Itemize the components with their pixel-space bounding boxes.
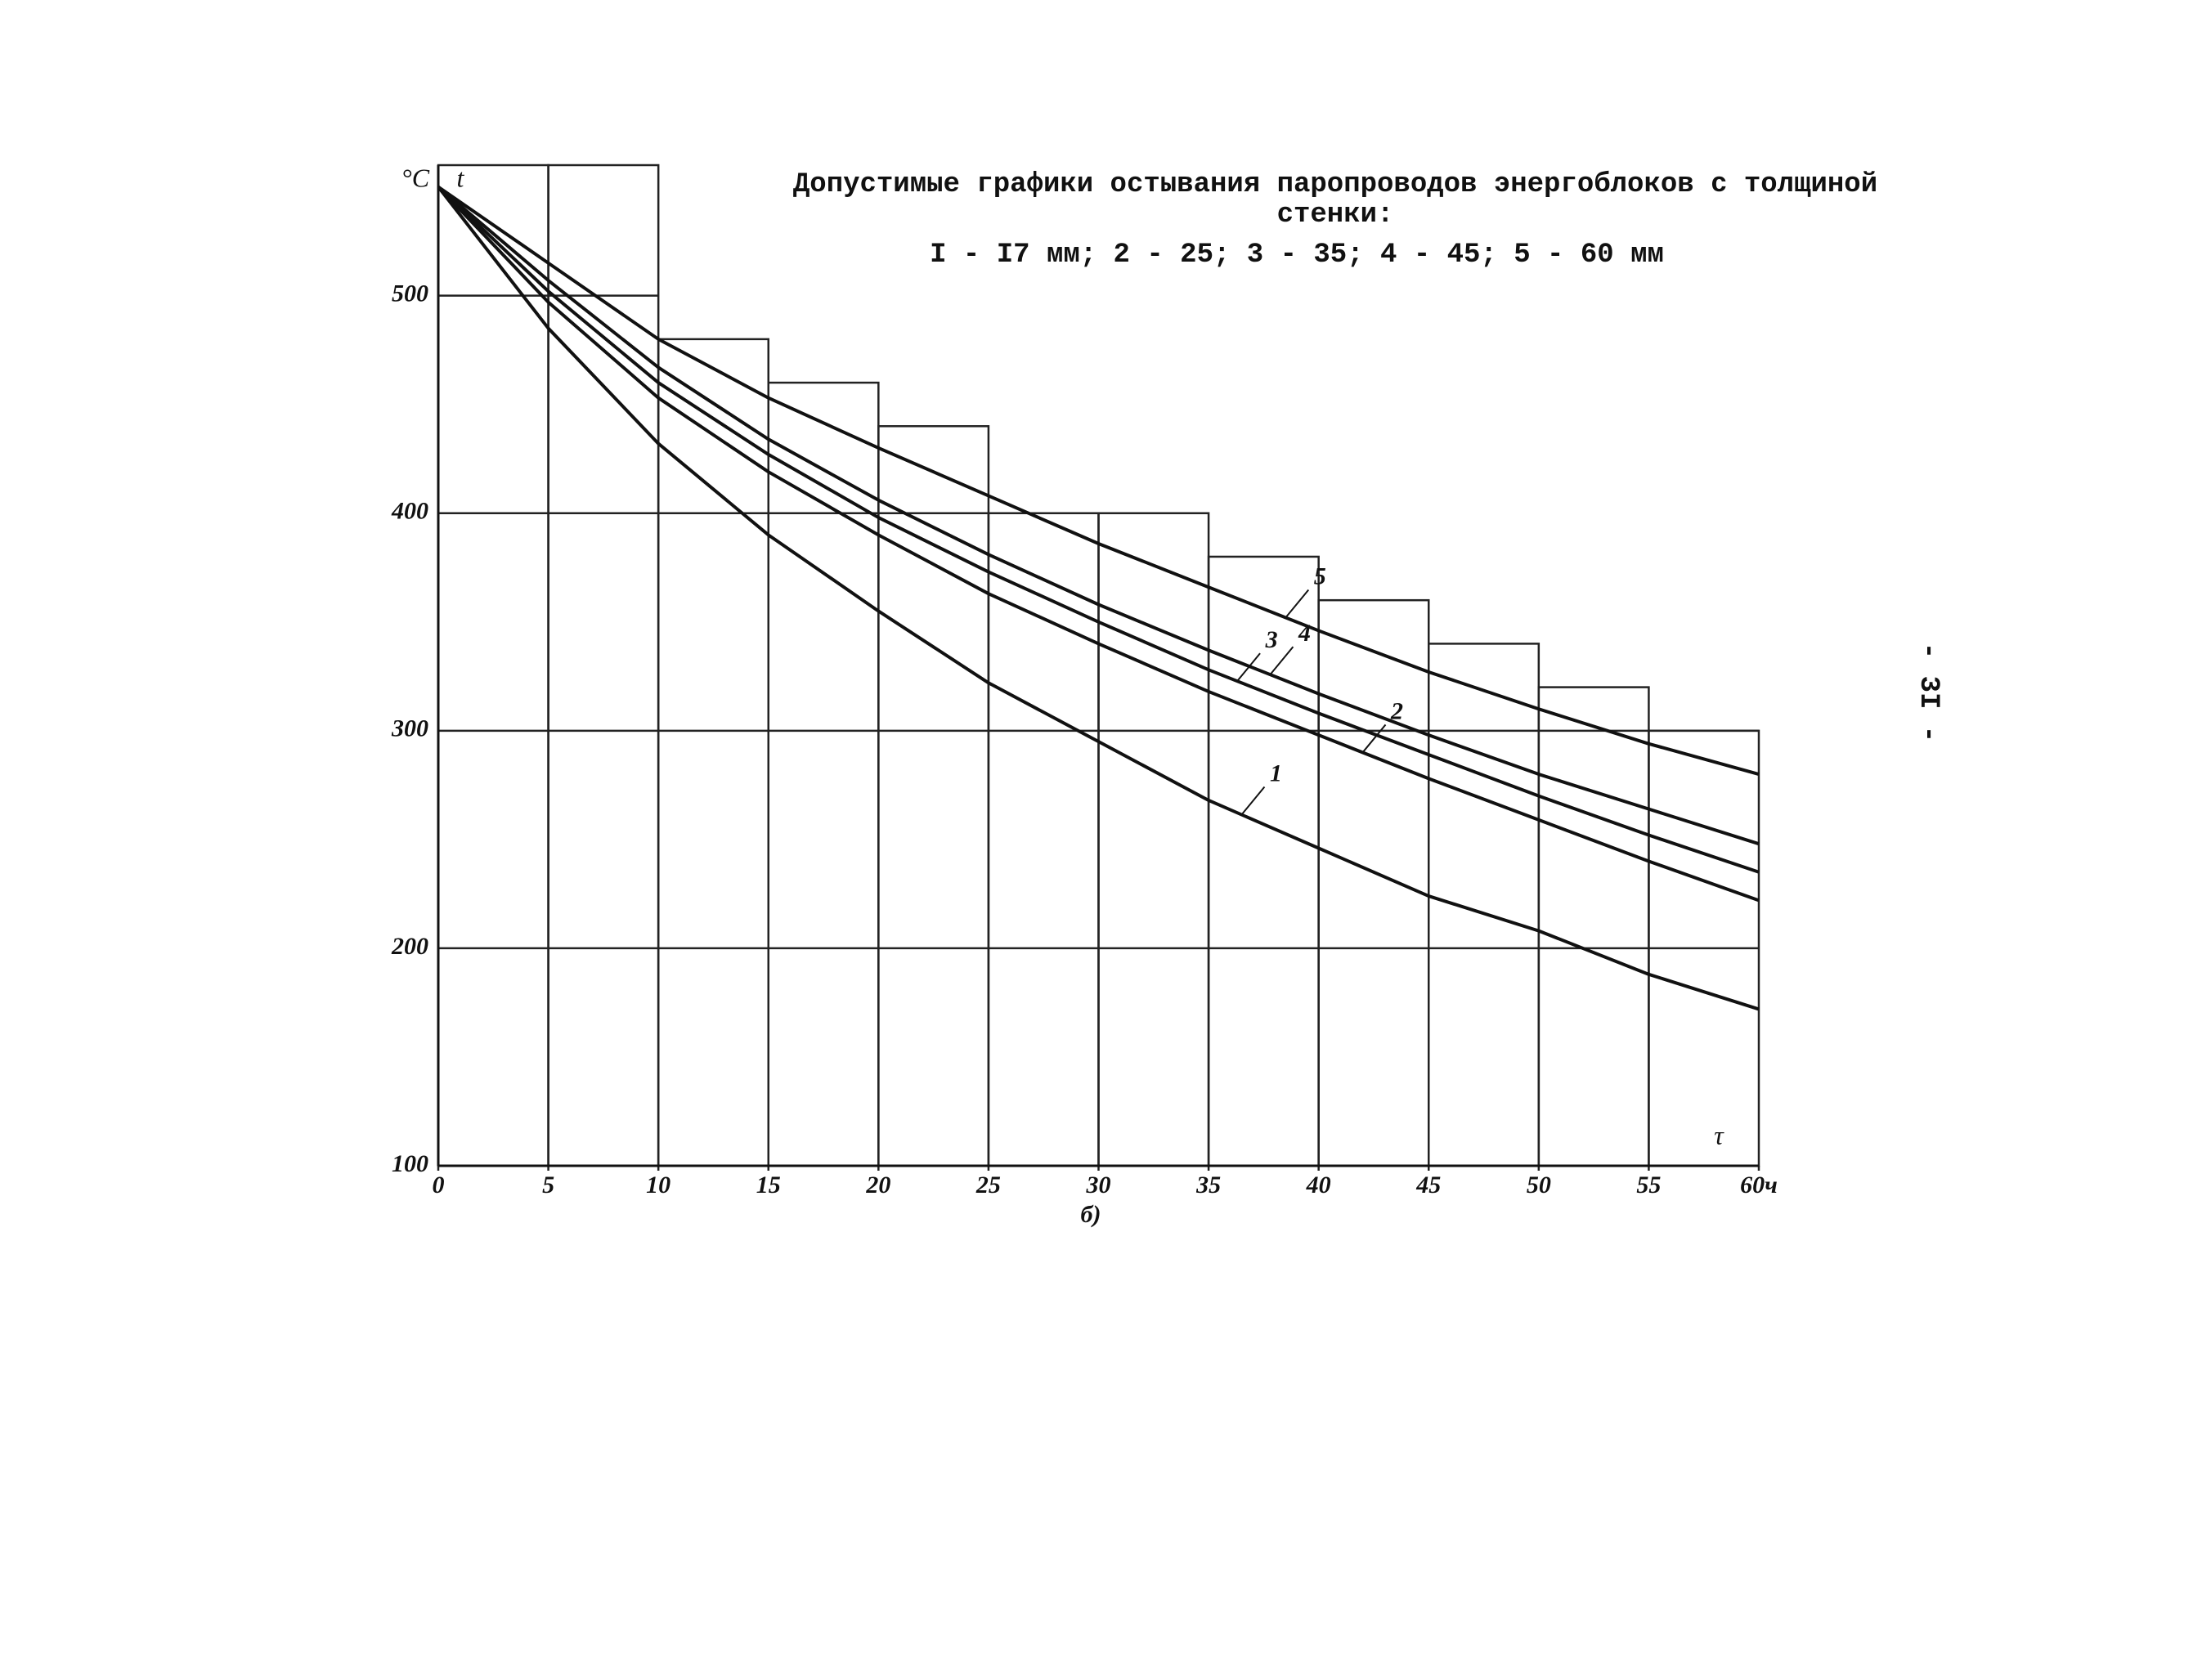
limit-step <box>987 512 1100 1167</box>
x-axis-label: τ <box>1714 1120 1724 1149</box>
label-leader <box>1240 786 1266 816</box>
x-tick-label: 30 <box>1086 1172 1111 1198</box>
x-tick-label: 5 <box>542 1172 554 1198</box>
y-tick-label: 300 <box>391 715 428 742</box>
x-tick-label: 0 <box>433 1172 445 1198</box>
x-tick-label: 60ч <box>1740 1172 1778 1198</box>
series-line <box>437 185 1760 776</box>
limit-step <box>877 425 990 1167</box>
page-number: - 3I - <box>1913 643 1944 742</box>
series-label: 5 <box>1314 562 1326 589</box>
y-unit: °C <box>401 163 430 192</box>
series-label: 3 <box>1265 626 1278 653</box>
limit-step <box>657 338 770 1167</box>
limit-step <box>437 164 549 1167</box>
label-leader <box>1361 724 1387 754</box>
label-leader <box>1285 589 1310 619</box>
x-tick-label: 35 <box>1195 1172 1221 1198</box>
x-tick-label: 20 <box>865 1172 890 1198</box>
x-tick-label: 50 <box>1527 1172 1551 1198</box>
y-axis-label: t <box>457 163 465 192</box>
y-tick-label: 200 <box>391 933 428 960</box>
y-tick-label: 100 <box>392 1150 428 1177</box>
chart-title: Допустимые графики остывания паропроводо… <box>793 169 1877 200</box>
limit-step <box>1317 598 1430 1167</box>
x-tick-label: 55 <box>1636 1172 1661 1198</box>
x-tick-label: 10 <box>646 1172 670 1198</box>
series-label: 2 <box>1390 697 1403 724</box>
y-tick-label: 400 <box>391 498 428 525</box>
x-tick-label: 40 <box>1306 1172 1331 1198</box>
x-tick-label: 25 <box>975 1172 1001 1198</box>
limit-step <box>1207 555 1320 1167</box>
x-tick-label: 15 <box>756 1172 781 1198</box>
x-tick-label: 45 <box>1415 1172 1441 1198</box>
caption: б) <box>1081 1201 1101 1228</box>
series-line <box>437 186 1760 1011</box>
chart-title: стенки: <box>1277 199 1394 231</box>
y-tick-label: 500 <box>392 280 428 307</box>
series-line <box>437 186 1760 874</box>
limit-step <box>1537 686 1650 1167</box>
chart-subtitle: I - I7 мм; 2 - 25; 3 - 35; 4 - 45; 5 - 6… <box>930 240 1664 271</box>
limit-step <box>767 381 880 1167</box>
series-label: 1 <box>1270 759 1282 786</box>
limit-step <box>1428 643 1540 1167</box>
label-leader <box>1269 646 1294 675</box>
series-line <box>437 186 1760 846</box>
series-line <box>437 186 1760 903</box>
